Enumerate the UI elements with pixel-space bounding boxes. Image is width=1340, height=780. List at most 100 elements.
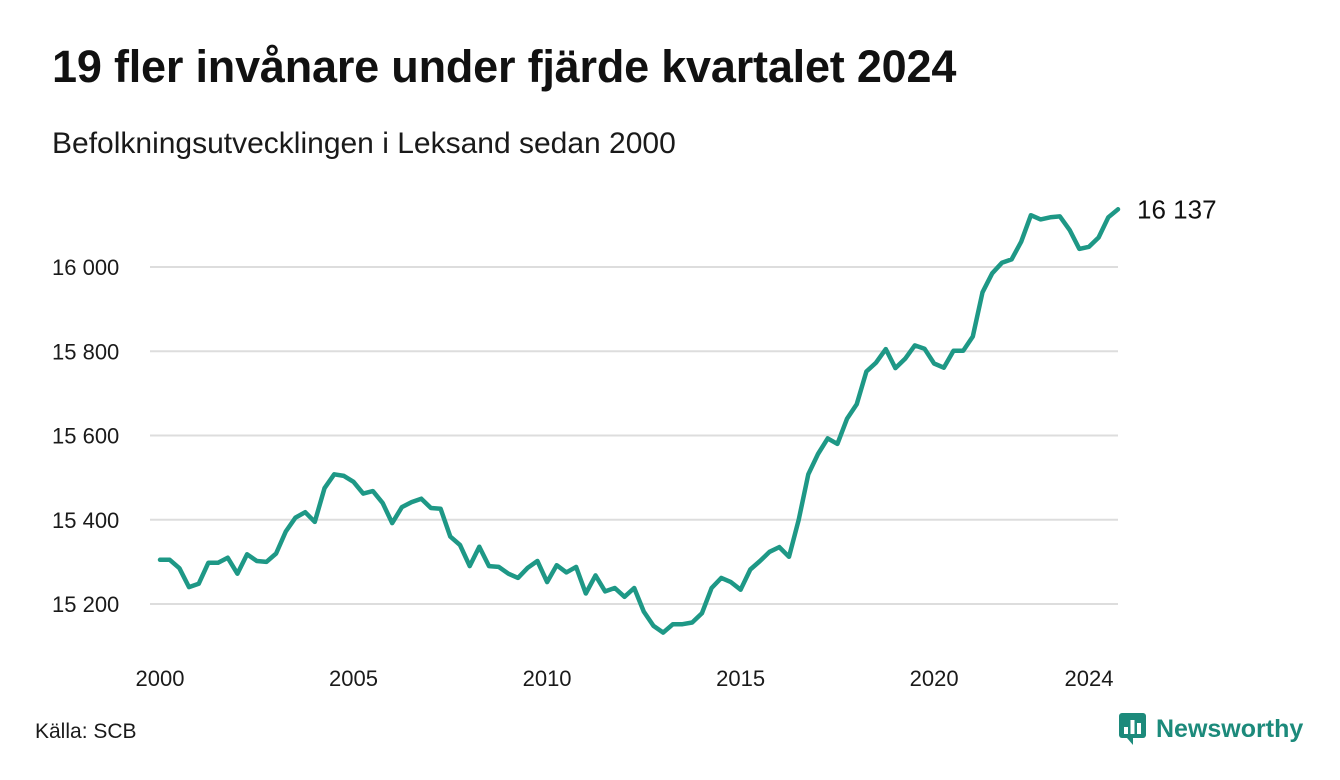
- data-point: [264, 560, 268, 564]
- data-point: [923, 347, 927, 351]
- data-point: [158, 558, 162, 562]
- data-point: [197, 582, 201, 586]
- data-point: [419, 497, 423, 501]
- data-point: [661, 631, 665, 635]
- data-point: [594, 573, 598, 577]
- data-point: [913, 343, 917, 347]
- data-point: [835, 442, 839, 446]
- data-point: [245, 552, 249, 556]
- data-point: [729, 580, 733, 584]
- data-point: [439, 507, 443, 511]
- data-point: [893, 366, 897, 370]
- data-point: [564, 570, 568, 574]
- data-point: [506, 572, 510, 576]
- data-point: [332, 472, 336, 476]
- data-point: [535, 559, 539, 563]
- data-point: [177, 566, 181, 570]
- data-point: [313, 520, 317, 524]
- y-tick-label: 15 200: [52, 592, 119, 617]
- data-point: [971, 335, 975, 339]
- data-point: [710, 586, 714, 590]
- source-note: Källa: SCB: [35, 720, 137, 743]
- data-point: [226, 556, 230, 560]
- data-point: [806, 472, 810, 476]
- population-series-line: [157, 207, 1121, 635]
- data-point: [361, 492, 365, 496]
- line-chart: 15 200 15 400 15 600 15 800 16 000 2000 2005 2…: [52, 194, 1217, 691]
- data-point: [748, 568, 752, 572]
- data-point: [352, 480, 356, 484]
- data-point: [681, 622, 685, 626]
- data-point: [1097, 236, 1101, 240]
- x-tick-label: 2024: [1064, 666, 1113, 691]
- data-point: [235, 572, 239, 576]
- data-point: [448, 535, 452, 539]
- x-tick-label: 2005: [329, 666, 378, 691]
- data-point: [642, 610, 646, 614]
- data-point: [768, 550, 772, 554]
- x-tick-label: 2010: [523, 666, 572, 691]
- data-point: [613, 586, 617, 590]
- data-point: [690, 621, 694, 625]
- x-tick-label: 2015: [716, 666, 765, 691]
- data-point: [1048, 215, 1052, 219]
- data-point: [981, 290, 985, 294]
- data-point: [294, 516, 298, 520]
- data-point: [855, 402, 859, 406]
- data-point: [603, 589, 607, 593]
- data-point: [526, 566, 530, 570]
- data-point: [206, 561, 210, 565]
- data-point: [942, 366, 946, 370]
- data-point: [1010, 257, 1014, 261]
- data-point: [574, 565, 578, 569]
- newsworthy-logo-icon: [1119, 713, 1146, 745]
- data-point: [410, 500, 414, 504]
- data-point: [932, 362, 936, 366]
- data-point: [623, 595, 627, 599]
- y-tick-label: 16 000: [52, 255, 119, 280]
- data-point: [874, 361, 878, 365]
- data-point: [1000, 261, 1004, 265]
- data-point: [429, 506, 433, 510]
- data-point: [903, 357, 907, 361]
- data-point: [1039, 217, 1043, 221]
- data-point: [342, 474, 346, 478]
- data-point: [555, 563, 559, 567]
- data-point: [216, 561, 220, 565]
- y-tick-label: 15 800: [52, 339, 119, 364]
- data-point: [1019, 240, 1023, 244]
- data-point: [458, 543, 462, 547]
- data-point: [787, 555, 791, 559]
- data-point: [274, 552, 278, 556]
- data-point: [497, 565, 501, 569]
- data-point: [1087, 245, 1091, 249]
- data-point: [487, 564, 491, 568]
- data-point: [1116, 207, 1120, 211]
- data-point: [1068, 228, 1072, 232]
- data-point: [516, 576, 520, 580]
- data-point: [303, 510, 307, 514]
- data-point: [255, 559, 259, 563]
- data-point: [584, 592, 588, 596]
- data-point: [719, 576, 723, 580]
- data-point: [632, 586, 636, 590]
- y-tick-label: 15 400: [52, 508, 119, 533]
- chart-subtitle: Befolkningsutvecklingen i Leksand sedan …: [52, 127, 676, 160]
- data-point: [671, 622, 675, 626]
- data-point: [884, 347, 888, 351]
- data-point: [845, 417, 849, 421]
- data-point: [284, 530, 288, 534]
- data-point: [187, 585, 191, 589]
- data-point: [545, 580, 549, 584]
- y-tick-label: 15 600: [52, 424, 119, 449]
- data-point: [400, 505, 404, 509]
- data-point: [323, 486, 327, 490]
- data-point: [990, 271, 994, 275]
- data-point: [390, 521, 394, 525]
- data-point: [1058, 214, 1062, 218]
- data-point: [961, 349, 965, 353]
- data-point: [468, 564, 472, 568]
- data-point: [700, 611, 704, 615]
- data-point: [477, 545, 481, 549]
- data-point: [381, 501, 385, 505]
